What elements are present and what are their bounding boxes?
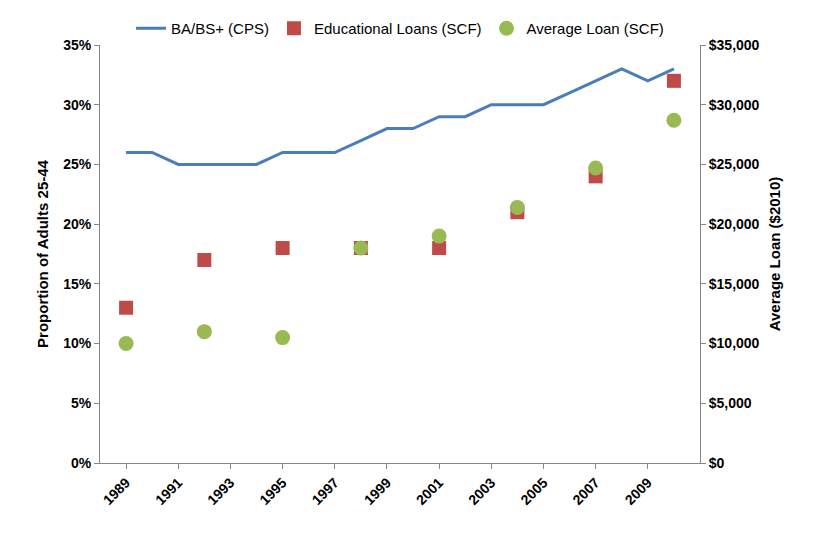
svg-text:Average Loan (SCF): Average Loan (SCF) <box>527 20 664 37</box>
svg-text:$5,000: $5,000 <box>709 395 752 411</box>
svg-text:1995: 1995 <box>256 474 289 507</box>
svg-text:Proportion of Adults 25-44: Proportion of Adults 25-44 <box>34 159 51 347</box>
svg-text:1993: 1993 <box>204 474 237 507</box>
svg-text:30%: 30% <box>63 97 92 113</box>
svg-text:2003: 2003 <box>465 474 498 507</box>
svg-text:2009: 2009 <box>622 474 655 507</box>
svg-text:BA/BS+ (CPS): BA/BS+ (CPS) <box>171 20 269 37</box>
svg-text:$20,000: $20,000 <box>709 216 760 232</box>
svg-text:20%: 20% <box>63 216 92 232</box>
svg-text:1999: 1999 <box>361 474 394 507</box>
svg-text:$30,000: $30,000 <box>709 97 760 113</box>
svg-text:15%: 15% <box>63 276 92 292</box>
svg-text:10%: 10% <box>63 335 92 351</box>
svg-text:2007: 2007 <box>569 474 602 507</box>
svg-text:Average Loan ($2010): Average Loan ($2010) <box>766 177 783 332</box>
svg-text:$0: $0 <box>709 455 725 471</box>
svg-text:5%: 5% <box>71 395 92 411</box>
svg-text:1991: 1991 <box>152 474 185 507</box>
svg-text:$25,000: $25,000 <box>709 156 760 172</box>
svg-text:1997: 1997 <box>309 474 342 507</box>
svg-text:$15,000: $15,000 <box>709 276 760 292</box>
svg-text:2001: 2001 <box>413 474 446 507</box>
svg-text:2005: 2005 <box>517 474 550 507</box>
svg-text:25%: 25% <box>63 156 92 172</box>
svg-text:Educational Loans (SCF): Educational Loans (SCF) <box>314 20 482 37</box>
svg-text:35%: 35% <box>63 37 92 53</box>
svg-text:0%: 0% <box>71 455 92 471</box>
svg-text:$10,000: $10,000 <box>709 335 760 351</box>
svg-text:1989: 1989 <box>100 474 133 507</box>
svg-text:$35,000: $35,000 <box>709 37 760 53</box>
